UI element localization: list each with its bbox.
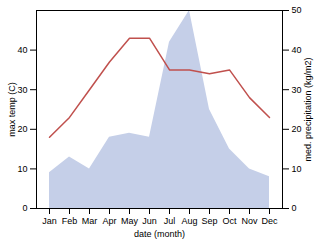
svg-text:Dec: Dec — [261, 216, 278, 226]
svg-text:30: 30 — [292, 85, 302, 95]
svg-text:20: 20 — [17, 124, 27, 134]
svg-text:Nov: Nov — [241, 216, 258, 226]
svg-text:Aug: Aug — [181, 216, 197, 226]
svg-text:40: 40 — [17, 45, 27, 55]
svg-text:date (month): date (month) — [134, 229, 185, 239]
svg-text:Mar: Mar — [82, 216, 98, 226]
svg-text:10: 10 — [292, 164, 302, 174]
svg-text:40: 40 — [292, 45, 302, 55]
svg-text:May: May — [121, 216, 139, 226]
svg-text:50: 50 — [292, 5, 302, 15]
svg-text:Sep: Sep — [201, 216, 217, 226]
svg-text:med. precipitation (kg/m2): med. precipitation (kg/m2) — [303, 57, 313, 161]
svg-text:Feb: Feb — [62, 216, 78, 226]
svg-text:Oct: Oct — [222, 216, 237, 226]
svg-text:0: 0 — [292, 203, 297, 213]
svg-text:Apr: Apr — [102, 216, 116, 226]
svg-text:Jan: Jan — [42, 216, 57, 226]
svg-text:30: 30 — [17, 85, 27, 95]
svg-text:10: 10 — [17, 164, 27, 174]
svg-text:20: 20 — [292, 124, 302, 134]
svg-text:Jun: Jun — [142, 216, 157, 226]
svg-text:max temp (C): max temp (C) — [7, 82, 17, 137]
svg-text:0: 0 — [22, 203, 27, 213]
svg-text:Jul: Jul — [164, 216, 176, 226]
